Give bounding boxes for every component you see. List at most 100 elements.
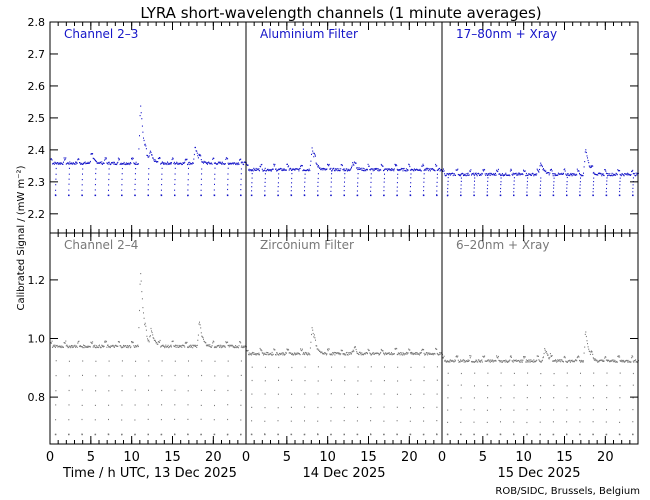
data-point: [496, 170, 498, 173]
dip-point: [121, 194, 123, 197]
y-axis-label: Calibrated Signal / (mW m⁻²): [16, 165, 27, 310]
data-point: [305, 170, 307, 172]
data-point: [108, 346, 110, 348]
dip-point: [330, 379, 332, 381]
data-point: [108, 161, 110, 164]
data-point: [613, 359, 615, 361]
data-point: [132, 157, 134, 160]
data-point: [82, 163, 84, 165]
data-point: [417, 353, 419, 355]
data-point: [572, 360, 574, 362]
data-point: [299, 168, 300, 170]
data-point: [161, 345, 163, 347]
data-point: [113, 161, 115, 163]
dip-point: [108, 375, 110, 377]
data-point: [633, 172, 635, 175]
data-point: [368, 349, 370, 351]
data-point: [345, 168, 347, 170]
data-point: [141, 118, 143, 120]
data-point: [481, 173, 483, 175]
dip-point: [513, 177, 515, 179]
data-point: [61, 163, 63, 165]
data-point: [489, 359, 491, 361]
dip-point: [460, 184, 462, 186]
data-point: [271, 170, 272, 172]
dip-point: [317, 173, 319, 175]
data-point: [306, 169, 308, 171]
data-point: [411, 353, 413, 355]
data-point: [443, 355, 445, 357]
data-point: [508, 360, 510, 362]
data-point: [62, 346, 64, 348]
data-point: [494, 174, 496, 176]
data-point: [435, 163, 437, 166]
data-point: [613, 361, 615, 363]
data-point: [494, 360, 496, 362]
data-point: [399, 169, 401, 171]
dip-point: [460, 194, 462, 197]
dip-point: [201, 374, 203, 377]
dip-point: [343, 406, 345, 409]
dip-point: [134, 183, 136, 185]
data-point: [191, 344, 193, 346]
data-point: [544, 348, 546, 350]
dip-point: [383, 380, 385, 382]
data-point: [522, 173, 524, 176]
data-point: [59, 163, 60, 165]
data-point: [239, 341, 241, 343]
data-point: [328, 348, 330, 350]
data-point: [211, 163, 213, 165]
dip-point: [214, 167, 216, 169]
data-point: [155, 340, 156, 342]
data-point: [265, 353, 267, 355]
data-point: [556, 174, 558, 176]
data-point: [59, 345, 60, 347]
data-point: [69, 162, 71, 164]
data-point: [68, 345, 70, 347]
data-point: [419, 352, 421, 354]
dip-point: [500, 191, 501, 193]
dip-point: [513, 397, 515, 399]
data-point: [185, 159, 187, 161]
dip-point: [487, 177, 489, 179]
dip-point: [95, 375, 97, 377]
data-point: [142, 131, 144, 133]
data-point: [232, 346, 234, 348]
data-point: [164, 347, 166, 349]
data-point: [197, 334, 199, 336]
data-point: [416, 352, 418, 354]
data-point: [509, 359, 511, 361]
data-point: [459, 361, 461, 363]
data-point: [360, 354, 362, 356]
dip-point: [447, 187, 449, 190]
data-point: [263, 170, 264, 172]
dip-point: [147, 404, 149, 406]
data-point: [357, 353, 359, 355]
dip-point: [160, 189, 162, 191]
y-tick-label: 2.8: [28, 16, 46, 29]
dip-point: [592, 188, 594, 190]
dip-point: [135, 360, 137, 362]
data-point: [184, 161, 186, 163]
data-point: [444, 360, 446, 362]
data-point: [433, 169, 435, 171]
data-point: [304, 353, 306, 356]
data-point: [627, 359, 629, 362]
data-point: [230, 345, 232, 347]
data-point: [316, 348, 318, 350]
data-point: [407, 169, 409, 171]
data-point: [301, 350, 303, 352]
data-point: [233, 162, 235, 164]
data-point: [238, 163, 240, 165]
data-point: [221, 345, 223, 347]
dip-point: [108, 404, 110, 406]
data-point: [635, 359, 637, 361]
data-point: [300, 164, 302, 167]
dip-point: [134, 178, 136, 180]
data-point: [319, 350, 321, 352]
data-point: [179, 163, 180, 165]
dip-point: [553, 177, 555, 179]
data-point: [353, 164, 355, 166]
data-point: [286, 163, 288, 165]
data-point: [85, 346, 87, 348]
